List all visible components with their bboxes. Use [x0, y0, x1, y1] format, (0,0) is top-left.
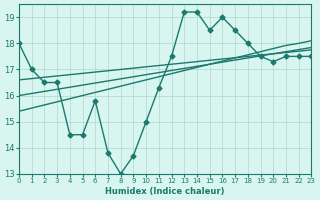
X-axis label: Humidex (Indice chaleur): Humidex (Indice chaleur) — [105, 187, 225, 196]
